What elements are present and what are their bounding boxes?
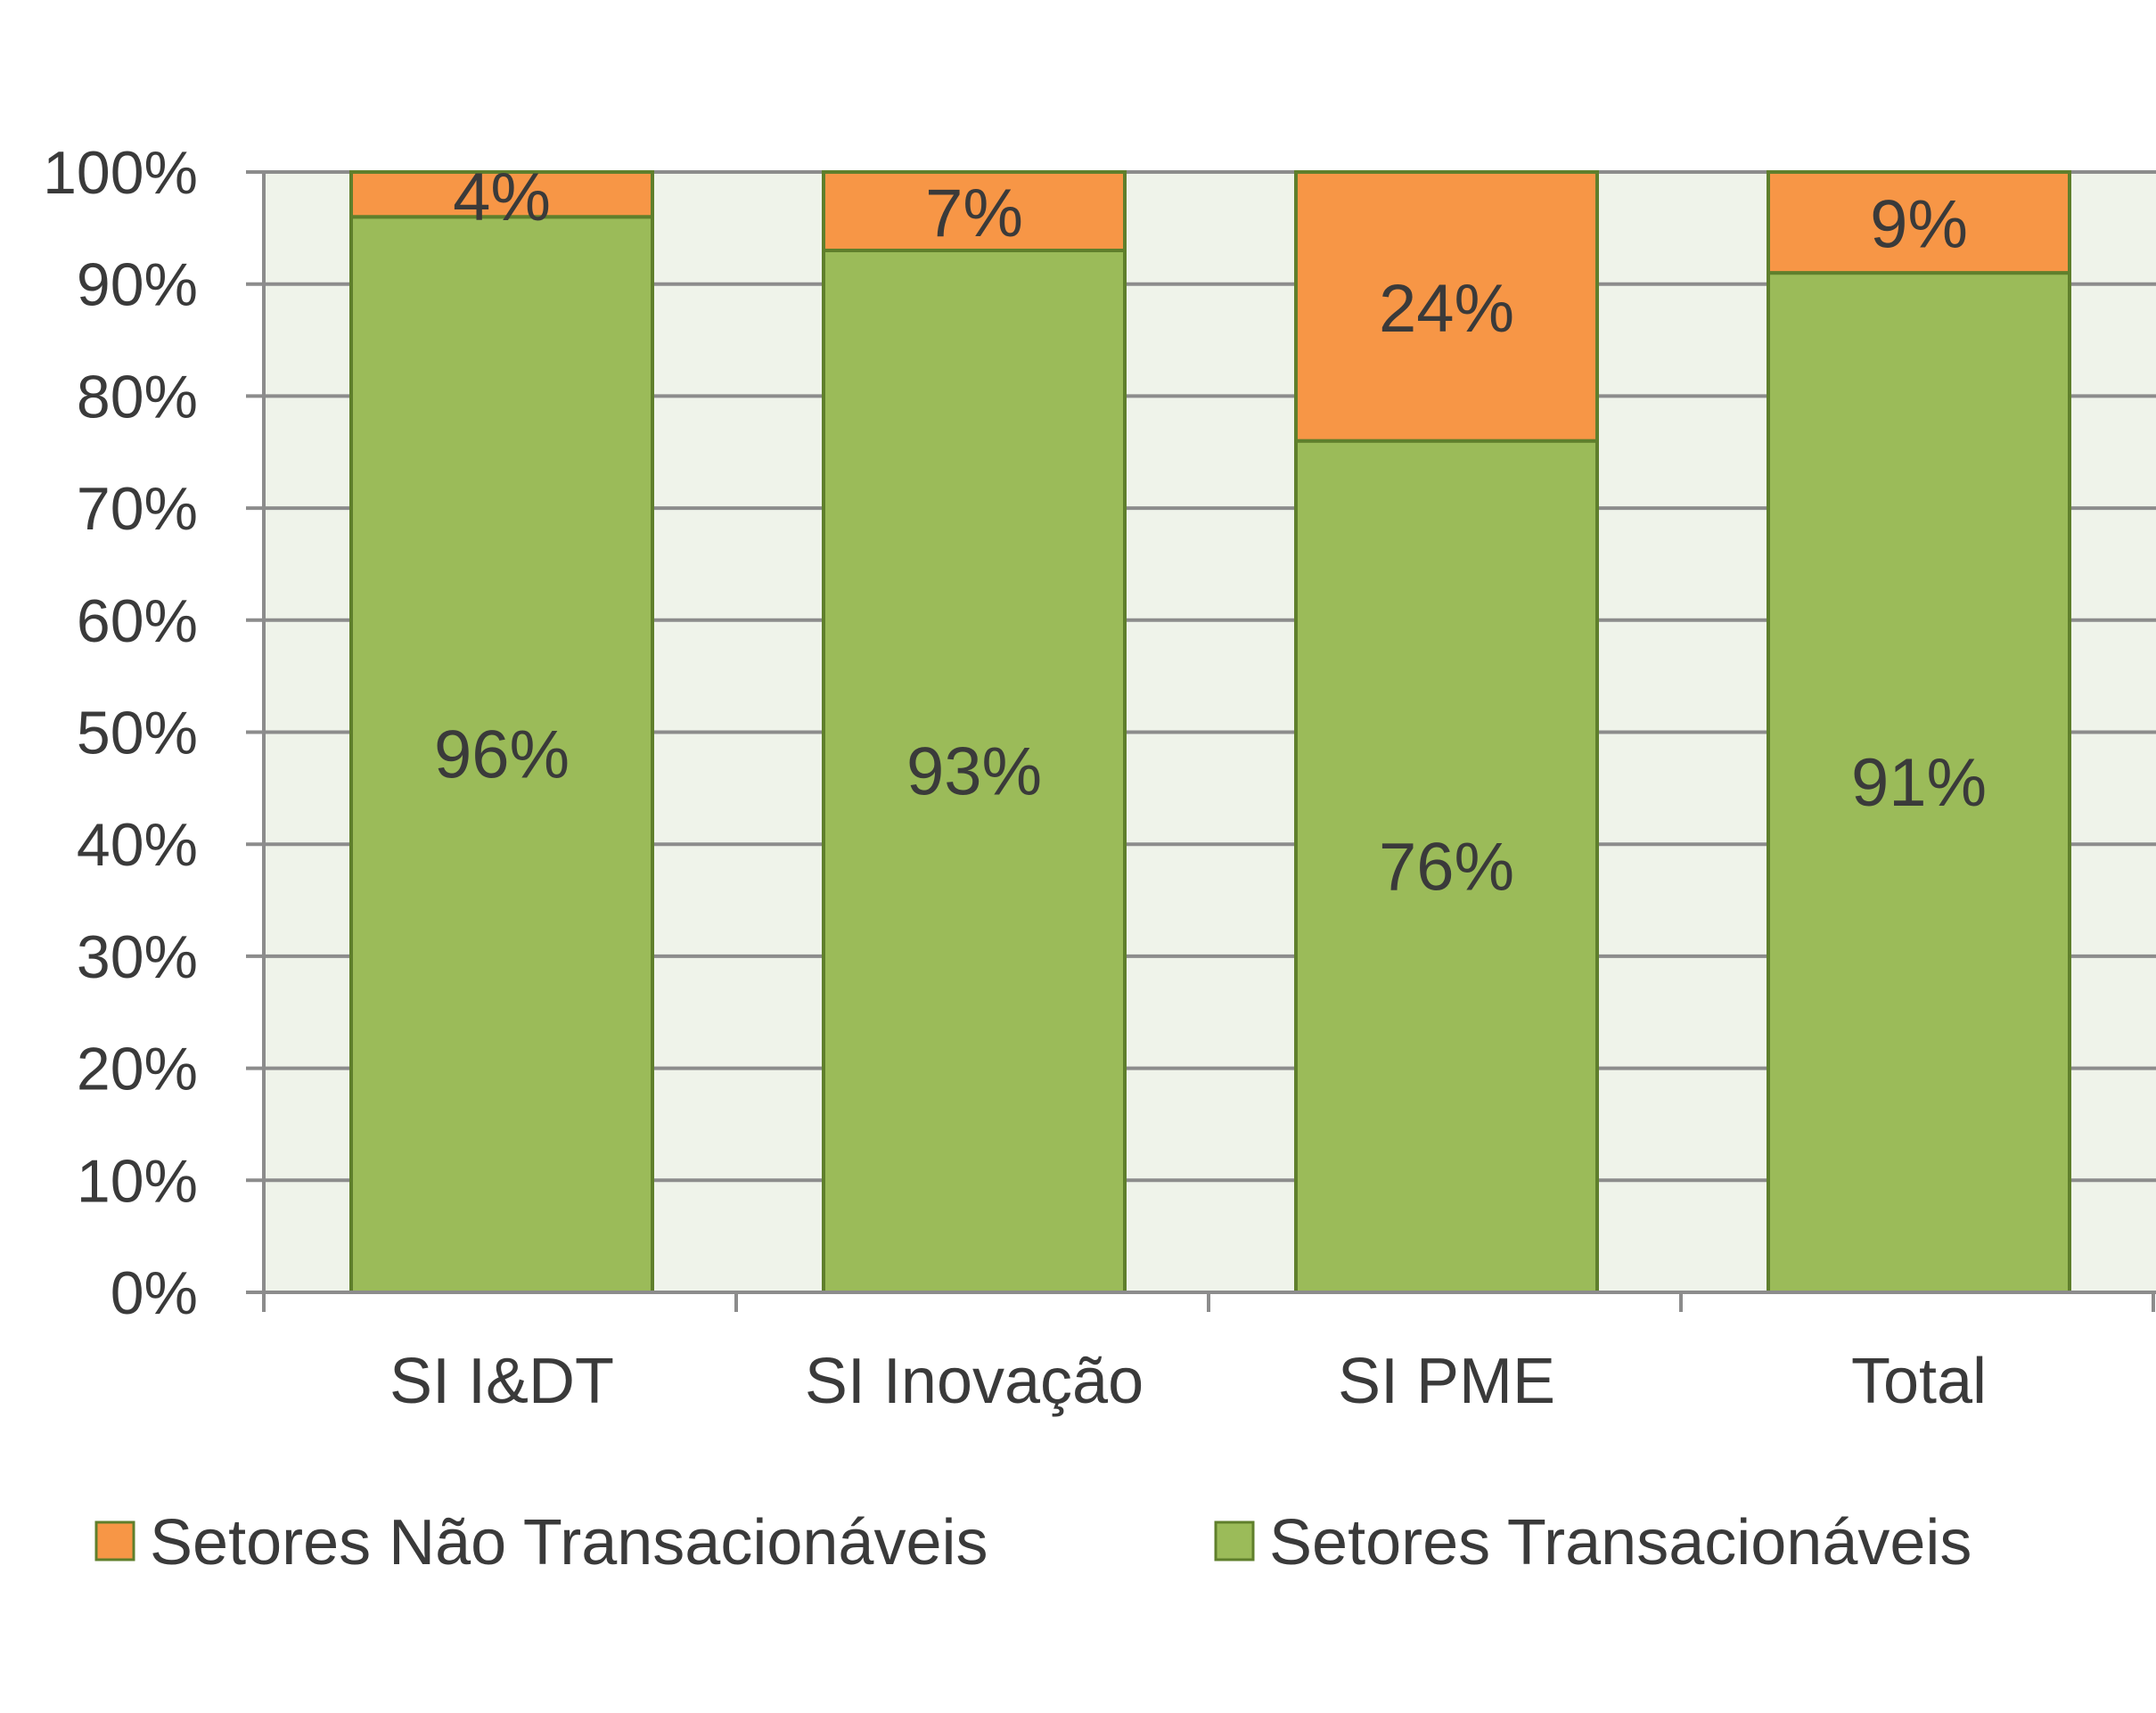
y-tick-label: 0% xyxy=(111,1259,198,1327)
legend-swatch xyxy=(94,1520,135,1561)
bar-segment-transacionaveis xyxy=(349,215,654,1294)
y-tick-label: 60% xyxy=(77,587,198,655)
y-tick-label: 30% xyxy=(77,923,198,991)
y-tick-label: 50% xyxy=(77,700,198,767)
data-label: 96% xyxy=(434,717,570,793)
bar-segment-nao-transacionaveis xyxy=(349,170,654,219)
y-tick-labels: 0% 10% 20% 30% 40% 50% 60% 70% 80% 90% 100% xyxy=(43,139,198,1327)
legend: Setores Não Transacionáveis Setores Trans… xyxy=(94,1507,1972,1578)
y-tick-label: 40% xyxy=(77,811,198,879)
data-label: 76% xyxy=(1379,829,1514,905)
bars xyxy=(349,170,2071,1294)
axes xyxy=(262,172,2156,1312)
legend-swatch xyxy=(1214,1520,1255,1561)
data-label: 93% xyxy=(906,734,1042,809)
y-tick-label: 70% xyxy=(77,475,198,543)
x-category-label: SI PME xyxy=(1338,1346,1555,1417)
y-tick-label: 100% xyxy=(43,139,198,207)
y-tick-label: 80% xyxy=(77,363,198,430)
x-category-label: Total xyxy=(1851,1346,1987,1417)
data-label: 9% xyxy=(1870,187,1968,263)
bar-segment-nao-transacionaveis xyxy=(1294,170,1599,443)
y-tick-label: 20% xyxy=(77,1036,198,1103)
x-category-label: SI Inovação xyxy=(805,1346,1144,1417)
bar-segment-transacionaveis xyxy=(1294,438,1599,1294)
data-label: 24% xyxy=(1379,271,1514,347)
data-label: 7% xyxy=(925,176,1023,251)
x-category-labels: SI I&DT SI Inovação SI PME Total xyxy=(389,1346,1987,1417)
data-labels: 96% 4% 93% 7% 76% 24% 91% 9% xyxy=(434,160,1987,905)
bar-segment-nao-transacionaveis xyxy=(1767,170,2071,275)
y-tick-label: 90% xyxy=(77,251,198,319)
legend-label: Setores Transacionáveis xyxy=(1269,1507,1972,1578)
data-label: 4% xyxy=(453,160,551,235)
y-tick-label: 10% xyxy=(77,1147,198,1215)
bar-segment-transacionaveis xyxy=(822,248,1127,1294)
bar-segment-nao-transacionaveis xyxy=(822,170,1127,252)
legend-label: Setores Não Transacionáveis xyxy=(150,1507,988,1578)
data-label: 91% xyxy=(1851,745,1987,821)
x-category-label: SI I&DT xyxy=(389,1346,614,1417)
bar-segment-transacionaveis xyxy=(1767,271,2071,1294)
